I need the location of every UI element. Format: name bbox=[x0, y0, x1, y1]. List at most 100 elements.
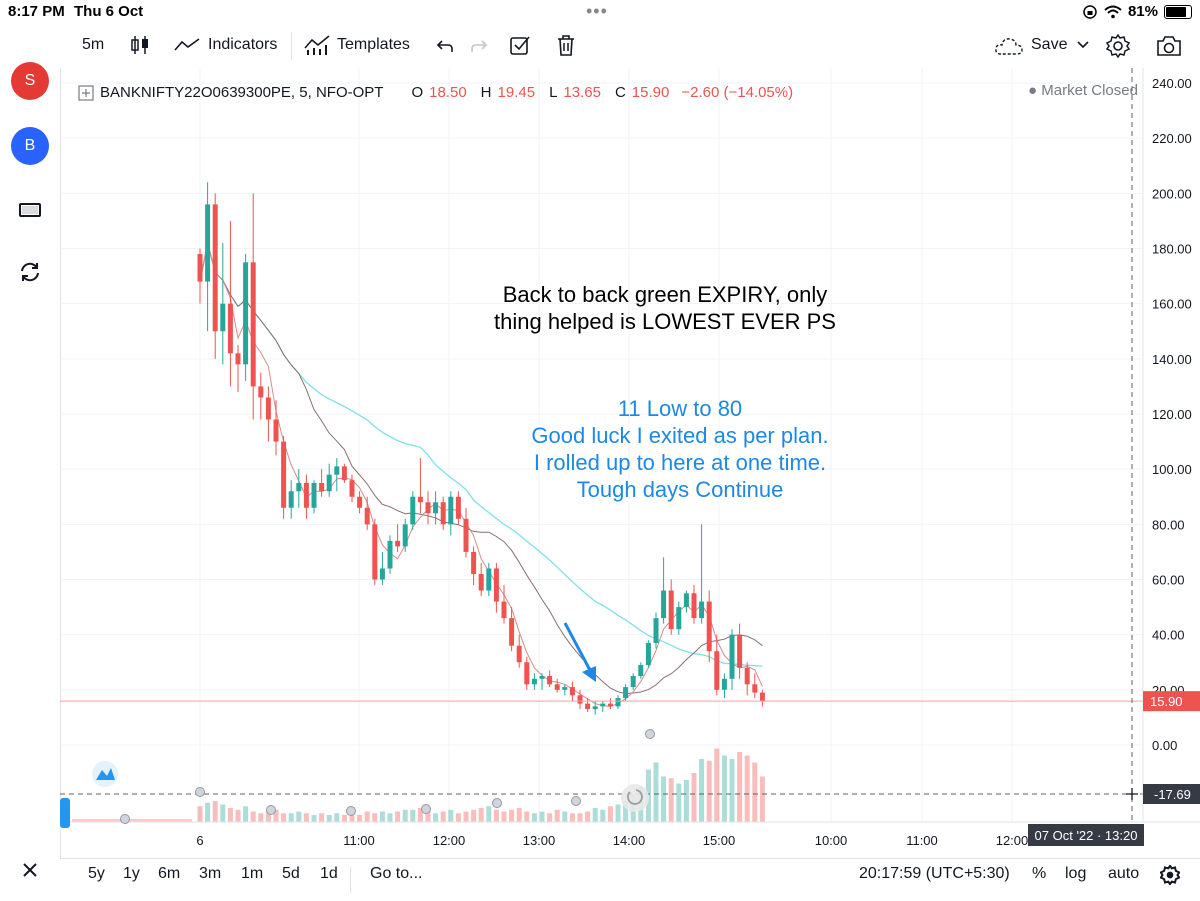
goto-button[interactable]: Go to... bbox=[370, 865, 423, 882]
candle-body[interactable] bbox=[258, 386, 264, 398]
event-marker-icon[interactable] bbox=[492, 798, 502, 808]
event-marker-icon[interactable] bbox=[195, 787, 205, 797]
candle-body[interactable] bbox=[615, 698, 621, 707]
close-icon[interactable] bbox=[22, 862, 38, 878]
chart-settings-gear-icon[interactable] bbox=[1160, 865, 1180, 885]
candle-body[interactable] bbox=[296, 482, 302, 492]
auto-toggle[interactable]: auto bbox=[1108, 865, 1140, 882]
candle-body[interactable] bbox=[638, 665, 644, 677]
candle-body[interactable] bbox=[729, 634, 735, 679]
candle-body[interactable] bbox=[676, 607, 682, 630]
candle-body[interactable] bbox=[410, 496, 416, 525]
candle-body[interactable] bbox=[630, 676, 636, 688]
symbol-name[interactable]: BANKNIFTY22O0639300PE, 5, NFO-OPT bbox=[100, 84, 384, 101]
candle-body[interactable] bbox=[699, 601, 705, 619]
candle-body[interactable] bbox=[197, 254, 203, 282]
candle-body[interactable] bbox=[486, 568, 492, 591]
checkbox-icon[interactable] bbox=[510, 35, 530, 55]
candle-body[interactable] bbox=[706, 601, 712, 652]
expand-legend-icon[interactable] bbox=[78, 84, 94, 101]
candle-body[interactable] bbox=[516, 645, 522, 663]
candle-body[interactable] bbox=[531, 678, 537, 685]
candle-body[interactable] bbox=[303, 482, 309, 508]
candle-body[interactable] bbox=[250, 262, 256, 387]
candle-body[interactable] bbox=[623, 687, 629, 699]
candle-body[interactable] bbox=[607, 703, 613, 707]
candle-body[interactable] bbox=[577, 695, 583, 704]
candle-body[interactable] bbox=[463, 518, 469, 552]
undo-icon[interactable] bbox=[436, 38, 454, 54]
candle-body[interactable] bbox=[273, 419, 279, 442]
templates-button[interactable]: Templates bbox=[337, 36, 410, 53]
candle-body[interactable] bbox=[281, 441, 287, 508]
candle-body[interactable] bbox=[288, 491, 294, 508]
event-marker-icon[interactable] bbox=[421, 804, 431, 814]
candle-body[interactable] bbox=[220, 303, 226, 332]
range-1m[interactable]: 1m bbox=[241, 865, 264, 882]
camera-icon[interactable] bbox=[1156, 35, 1182, 57]
candle-body[interactable] bbox=[737, 634, 743, 668]
candle-body[interactable] bbox=[524, 662, 530, 685]
log-toggle[interactable]: log bbox=[1065, 865, 1087, 882]
rectangle-icon[interactable] bbox=[18, 202, 42, 218]
candle-body[interactable] bbox=[440, 502, 446, 525]
refresh-icon[interactable] bbox=[18, 260, 42, 284]
indicators-icon[interactable] bbox=[174, 38, 200, 52]
templates-icon[interactable] bbox=[304, 34, 330, 56]
candle-body[interactable] bbox=[600, 703, 606, 707]
candle-body[interactable] bbox=[402, 524, 408, 547]
candle-body[interactable] bbox=[554, 684, 560, 690]
candle-body[interactable] bbox=[227, 303, 233, 354]
candle-body[interactable] bbox=[501, 601, 507, 619]
candle-body[interactable] bbox=[592, 706, 598, 710]
event-marker-icon[interactable] bbox=[120, 814, 130, 824]
range-5y[interactable]: 5y bbox=[88, 865, 105, 882]
replay-button[interactable] bbox=[621, 784, 649, 812]
cloud-icon[interactable] bbox=[994, 36, 1024, 56]
candle-body[interactable] bbox=[569, 687, 575, 696]
candle-type-icon[interactable] bbox=[130, 34, 150, 56]
candle-body[interactable] bbox=[455, 496, 461, 519]
candle-body[interactable] bbox=[425, 502, 431, 514]
range-3m[interactable]: 3m bbox=[199, 865, 222, 882]
candle-body[interactable] bbox=[326, 474, 332, 492]
chevron-down-icon[interactable] bbox=[1077, 41, 1089, 49]
candle-body[interactable] bbox=[341, 466, 347, 481]
candle-body[interactable] bbox=[205, 204, 211, 282]
range-1d[interactable]: 1d bbox=[320, 865, 338, 882]
candle-body[interactable] bbox=[493, 568, 499, 602]
candle-body[interactable] bbox=[478, 573, 484, 591]
candle-body[interactable] bbox=[212, 204, 218, 332]
candle-body[interactable] bbox=[759, 692, 765, 701]
candle-body[interactable] bbox=[471, 551, 477, 574]
candle-body[interactable] bbox=[235, 353, 241, 365]
clock-display[interactable]: 20:17:59 (UTC+5:30) bbox=[859, 865, 1010, 882]
candle-body[interactable] bbox=[585, 703, 591, 710]
candle-body[interactable] bbox=[319, 482, 325, 492]
candle-body[interactable] bbox=[387, 540, 393, 569]
candle-body[interactable] bbox=[417, 496, 423, 503]
candle-body[interactable] bbox=[714, 651, 720, 690]
range-5d[interactable]: 5d bbox=[282, 865, 300, 882]
candle-body[interactable] bbox=[668, 590, 674, 630]
candle-body[interactable] bbox=[349, 480, 355, 497]
candle-body[interactable] bbox=[357, 496, 363, 508]
range-1y[interactable]: 1y bbox=[123, 865, 140, 882]
event-marker-icon[interactable] bbox=[645, 729, 655, 739]
candle-body[interactable] bbox=[265, 397, 271, 420]
candle-body[interactable] bbox=[752, 684, 758, 693]
candle-body[interactable] bbox=[509, 618, 515, 646]
candle-body[interactable] bbox=[661, 590, 667, 619]
multitask-dots-icon[interactable]: ••• bbox=[586, 1, 608, 21]
trash-icon[interactable] bbox=[557, 35, 575, 56]
event-marker-icon[interactable] bbox=[346, 806, 356, 816]
range-6m[interactable]: 6m bbox=[158, 865, 181, 882]
interval-button[interactable]: 5m bbox=[82, 36, 105, 53]
candle-body[interactable] bbox=[539, 676, 545, 679]
candle-body[interactable] bbox=[433, 502, 439, 514]
price-chart[interactable]: 240.00 220.00 200.00 180.00 160.00 140.00 120.… bbox=[60, 68, 1200, 858]
redo-icon[interactable] bbox=[470, 38, 488, 54]
collapse-tab[interactable] bbox=[60, 798, 70, 828]
candle-body[interactable] bbox=[691, 593, 697, 619]
candle-body[interactable] bbox=[334, 466, 340, 475]
